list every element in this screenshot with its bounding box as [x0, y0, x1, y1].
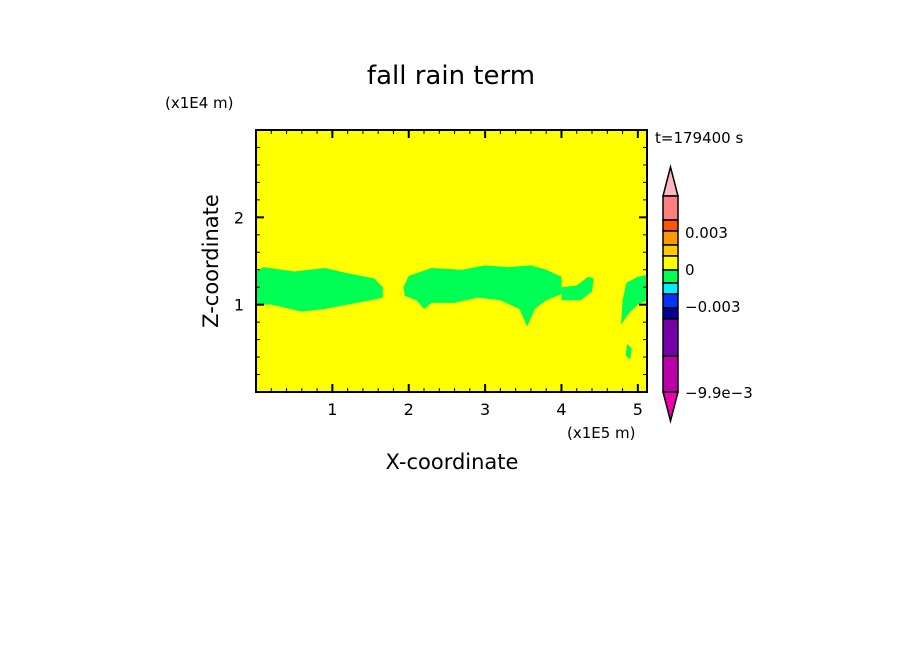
x-axis-label: X-coordinate	[386, 450, 519, 474]
colorbar-label: −9.9e−3	[685, 384, 753, 402]
y-tick-label: 2	[234, 208, 244, 227]
field-background	[256, 130, 647, 392]
colorbar-label: 0	[685, 261, 695, 279]
colorbar-level	[662, 318, 679, 357]
colorbar-level	[662, 230, 679, 246]
colorbar-over-triangle	[662, 164, 679, 197]
colorbar	[662, 164, 679, 424]
x-tick-label: 3	[480, 400, 490, 419]
y-tick-label: 1	[234, 296, 244, 315]
field-region	[403, 265, 562, 327]
colorbar-under-triangle	[662, 391, 679, 424]
colorbar-level	[662, 219, 679, 232]
colorbar-level	[662, 269, 679, 284]
colorbar-level	[662, 282, 679, 295]
colorbar-level	[662, 293, 679, 309]
field-region	[561, 276, 594, 301]
colorbar-level	[662, 355, 679, 393]
field-region	[256, 267, 383, 312]
plot-area	[255, 129, 648, 393]
y-unit-label: (x1E4 m)	[165, 94, 234, 112]
colorbar-labels: 0.003 0 −0.003 −9.9e−3	[685, 224, 753, 402]
colorbar-level	[662, 244, 679, 257]
colorbar-label: −0.003	[685, 298, 741, 316]
colorbar-level	[662, 255, 679, 271]
colorbar-level	[662, 195, 679, 221]
x-unit-label: (x1E5 m)	[567, 424, 636, 442]
field-region	[621, 274, 647, 325]
x-tick-label: 5	[633, 400, 643, 419]
time-label: t=179400 s	[655, 129, 743, 147]
chart-title: fall rain term	[367, 61, 535, 91]
plot-frame	[255, 129, 648, 393]
x-tick-label: 4	[556, 400, 566, 419]
x-tick-label: 2	[404, 400, 414, 419]
x-tick-label: 1	[327, 400, 337, 419]
y-tick-labels: 1 2	[234, 208, 244, 314]
x-tick-labels: 1 2 3 4 5	[327, 400, 643, 419]
colorbar-label: 0.003	[685, 224, 728, 242]
colorbar-level	[662, 307, 679, 320]
y-axis-label: Z-coordinate	[199, 194, 223, 328]
field-region	[625, 343, 632, 360]
